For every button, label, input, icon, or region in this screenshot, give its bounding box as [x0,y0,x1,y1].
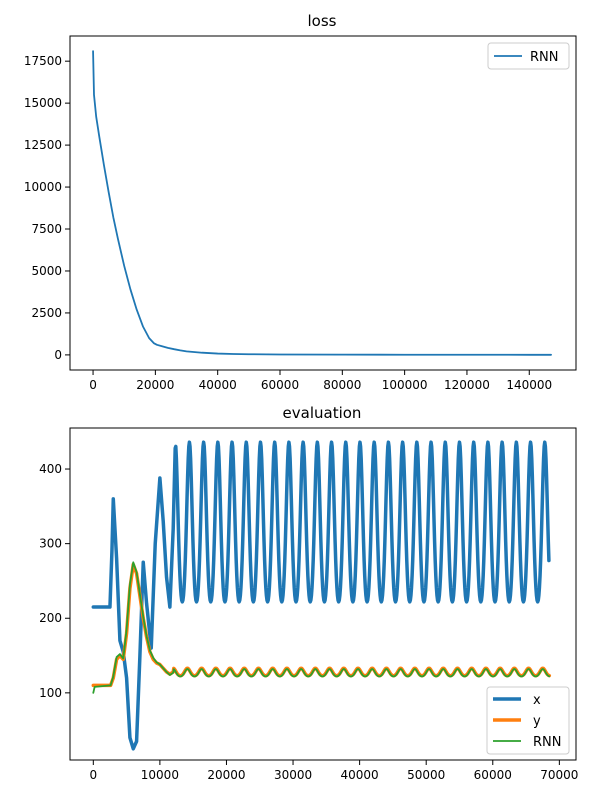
x-tick-label: 20000 [136,378,174,392]
y-tick-label: 400 [39,462,62,476]
evaluation-chart: evaluation 0 10000 20000 30000 40000 50000 600… [39,404,578,782]
x-tick-label: 60000 [261,378,299,392]
x-tick-label: 20000 [207,768,245,782]
x-tick-label: 140000 [506,378,552,392]
evaluation-chart-title: evaluation [283,404,362,422]
x-tick-label: 80000 [323,378,361,392]
legend-label-rnn: RNN [533,735,561,750]
x-tick-label: 120000 [444,378,490,392]
x-tick-label: 50000 [407,768,445,782]
x-tick-label: 100000 [382,378,428,392]
loss-chart: loss 0 20000 40000 60000 80000 100000 120000 14… [24,12,577,392]
y-tick-label: 300 [39,537,62,551]
y-tick-label: 17500 [24,54,62,68]
series-line-rnn [92,50,552,356]
loss-chart-title: loss [308,12,337,30]
y-tick-label: 100 [39,686,62,700]
series-line-x [91,440,551,751]
legend-label-y: y [533,714,541,729]
evaluation-chart-legend: x y RNN [486,686,570,755]
evaluation-chart-axes [69,427,577,761]
y-tick-label: 10000 [24,180,62,194]
y-tick-label: 7500 [31,222,62,236]
y-tick-label: 2500 [31,306,62,320]
y-tick-label: 15000 [24,96,62,110]
x-tick-label: 0 [89,768,97,782]
x-tick-label: 30000 [274,768,312,782]
series-line-rnn [92,561,551,694]
x-tick-label: 40000 [341,768,379,782]
y-tick-label: 12500 [24,138,62,152]
loss-chart-axes [69,35,577,371]
x-tick-label: 70000 [540,768,578,782]
x-tick-label: 0 [89,378,97,392]
x-tick-label: 10000 [141,768,179,782]
legend-label-rnn: RNN [530,50,558,65]
y-tick-label: 0 [54,348,62,362]
x-tick-label: 40000 [199,378,237,392]
y-tick-label: 200 [39,611,62,625]
legend-label-x: x [533,693,541,708]
x-tick-label: 60000 [474,768,512,782]
loss-chart-legend: RNN [487,42,570,70]
y-tick-label: 5000 [31,264,62,278]
